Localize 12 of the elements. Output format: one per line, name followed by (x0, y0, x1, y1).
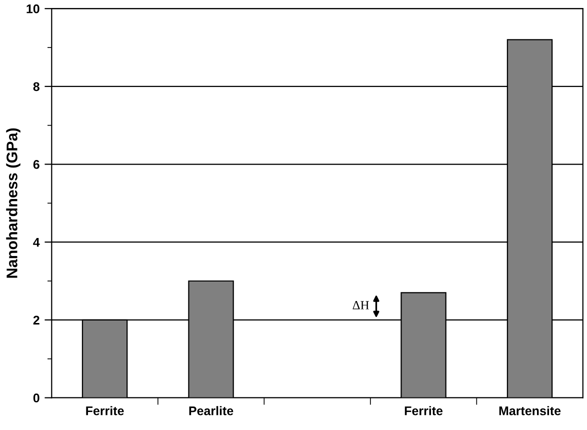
y-tick-label: 0 (33, 394, 40, 402)
x-tick-label: Ferrite (86, 406, 124, 416)
y-tick-label: 10 (26, 4, 40, 14)
y-tick-label: 4 (33, 238, 40, 247)
y-tick-label: 8 (33, 82, 40, 92)
y-tick-label: 2 (33, 316, 40, 324)
x-tick-label: Martensite (499, 406, 561, 416)
x-tick-label: Ferrite (404, 406, 443, 416)
annotation: ΔH (352, 301, 369, 310)
x-tick-label: Pearlite (189, 406, 234, 416)
y-tick-label: 6 (33, 160, 40, 169)
y-axis-title: Nanohardness (GPa) (6, 128, 20, 278)
